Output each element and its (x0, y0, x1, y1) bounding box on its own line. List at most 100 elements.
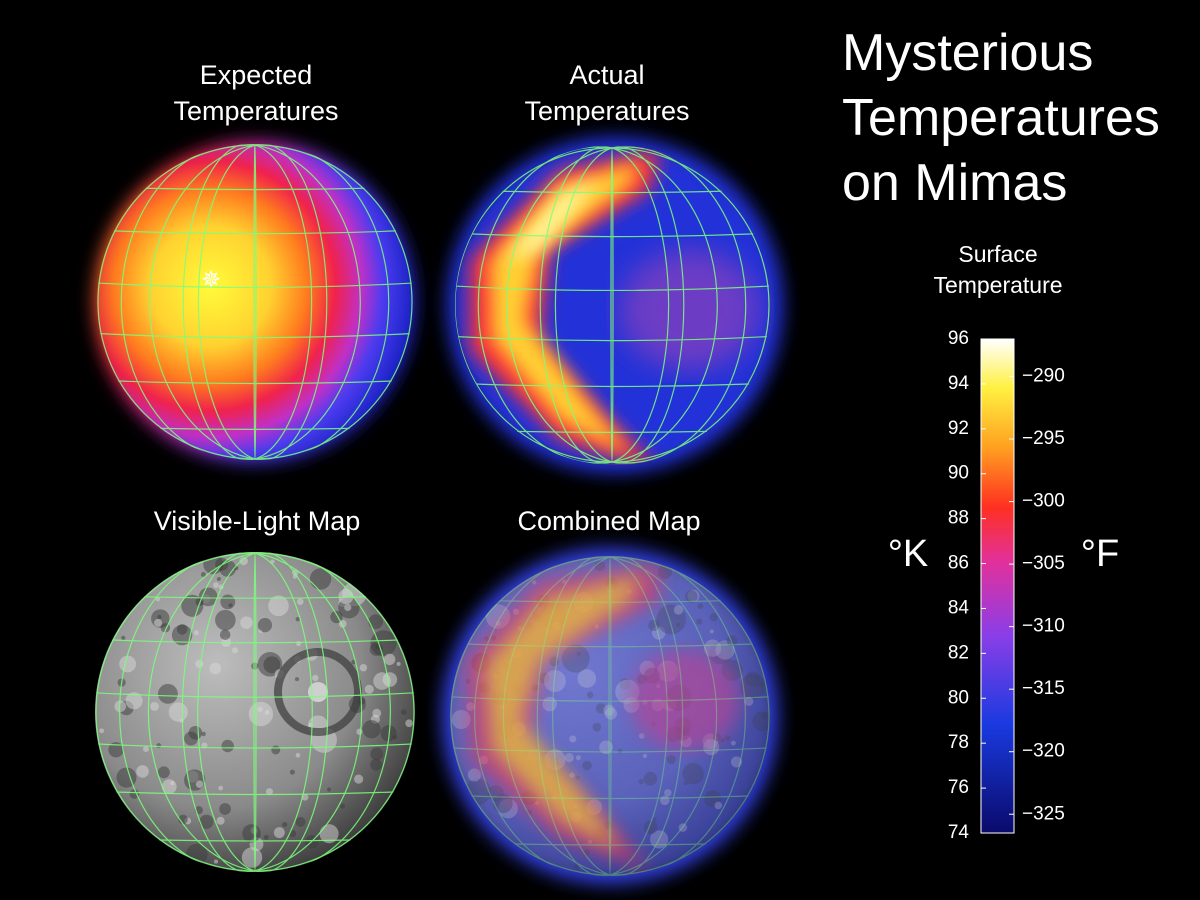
parallel (453, 747, 767, 753)
crater (594, 561, 606, 572)
crater (685, 590, 698, 603)
svg-text:✵: ✵ (201, 266, 221, 293)
globe-grid (97, 144, 413, 460)
crater (319, 824, 339, 844)
kelvin-tick-label: 94 (948, 373, 970, 394)
crater (295, 752, 301, 758)
meridian (253, 552, 257, 872)
crater (651, 626, 666, 640)
kelvin-tick-label: 82 (948, 642, 969, 663)
crater (216, 816, 225, 825)
crater (730, 756, 743, 768)
crater (761, 712, 768, 720)
crater (136, 765, 149, 778)
crater (241, 847, 263, 868)
parallel (143, 596, 367, 599)
crater (703, 639, 722, 657)
crater (240, 616, 253, 629)
fahrenheit-tick-label: −315 (1022, 678, 1065, 699)
parallel (498, 600, 722, 603)
fahrenheit-tick-label: −300 (1022, 491, 1065, 512)
crater (239, 556, 248, 566)
parallel (118, 380, 392, 385)
crater (652, 817, 657, 822)
crater (268, 595, 289, 617)
crater (730, 740, 736, 746)
title-line: Temperatures (842, 89, 1160, 147)
crater (326, 787, 332, 792)
crater (193, 630, 199, 636)
crater (543, 670, 566, 693)
crater (295, 617, 300, 622)
crater (370, 747, 384, 761)
crater (296, 598, 304, 606)
crater (220, 594, 236, 610)
crater (583, 848, 591, 856)
crater (603, 704, 615, 716)
crater (195, 780, 204, 788)
parallel (470, 233, 754, 238)
kelvin-tick-label: 80 (948, 687, 969, 708)
crater (143, 746, 149, 753)
meridian (477, 146, 718, 464)
crater (219, 803, 231, 815)
crater (575, 775, 580, 780)
crater (575, 755, 581, 761)
crater (714, 801, 723, 810)
fahrenheit-tick-label: −325 (1022, 803, 1065, 824)
crater (242, 824, 261, 843)
limb (97, 144, 413, 460)
crater (604, 707, 618, 720)
crater (599, 740, 613, 755)
crater (549, 656, 560, 667)
kelvin-tick-label: 76 (948, 777, 969, 798)
parallel (145, 187, 365, 191)
crater (592, 722, 602, 732)
crater (745, 671, 761, 687)
crater (392, 734, 398, 740)
crater (219, 629, 231, 640)
panel-label: Temperatures (173, 96, 338, 126)
crater (757, 681, 764, 688)
crater (498, 798, 518, 819)
crater (657, 564, 672, 580)
crater (155, 596, 161, 602)
meridian (253, 144, 257, 460)
meridian (473, 556, 718, 876)
crater (704, 790, 722, 808)
crater (161, 779, 177, 795)
crater (364, 684, 374, 694)
unit-label: °K (888, 533, 929, 575)
crater (405, 719, 413, 728)
crater (184, 731, 198, 746)
panel-label: Visible-Light Map (154, 506, 361, 536)
meridian (182, 144, 313, 460)
crater (231, 647, 238, 654)
unit-label: °F (1081, 533, 1119, 575)
panel-label: Actual (569, 60, 644, 90)
crater (108, 742, 124, 758)
kelvin-tick-label: 92 (948, 418, 969, 439)
limb (95, 552, 415, 872)
parallel (451, 696, 769, 702)
parallel (457, 336, 767, 342)
crater (168, 702, 188, 722)
meridian (197, 552, 329, 872)
parallel (158, 839, 352, 842)
fahrenheit-tick-label: −305 (1022, 553, 1065, 574)
crater (697, 603, 704, 610)
crater (373, 672, 391, 690)
crater (650, 830, 669, 849)
fahrenheit-tick-label: −310 (1022, 616, 1065, 637)
crater (157, 766, 170, 779)
meridian (610, 146, 614, 464)
actual-sphere (447, 137, 783, 473)
crater (648, 619, 660, 631)
meridian (608, 556, 612, 876)
crater (656, 604, 687, 635)
crater (294, 677, 300, 682)
crater (129, 789, 140, 799)
meridian (506, 146, 747, 464)
crater (263, 834, 269, 840)
